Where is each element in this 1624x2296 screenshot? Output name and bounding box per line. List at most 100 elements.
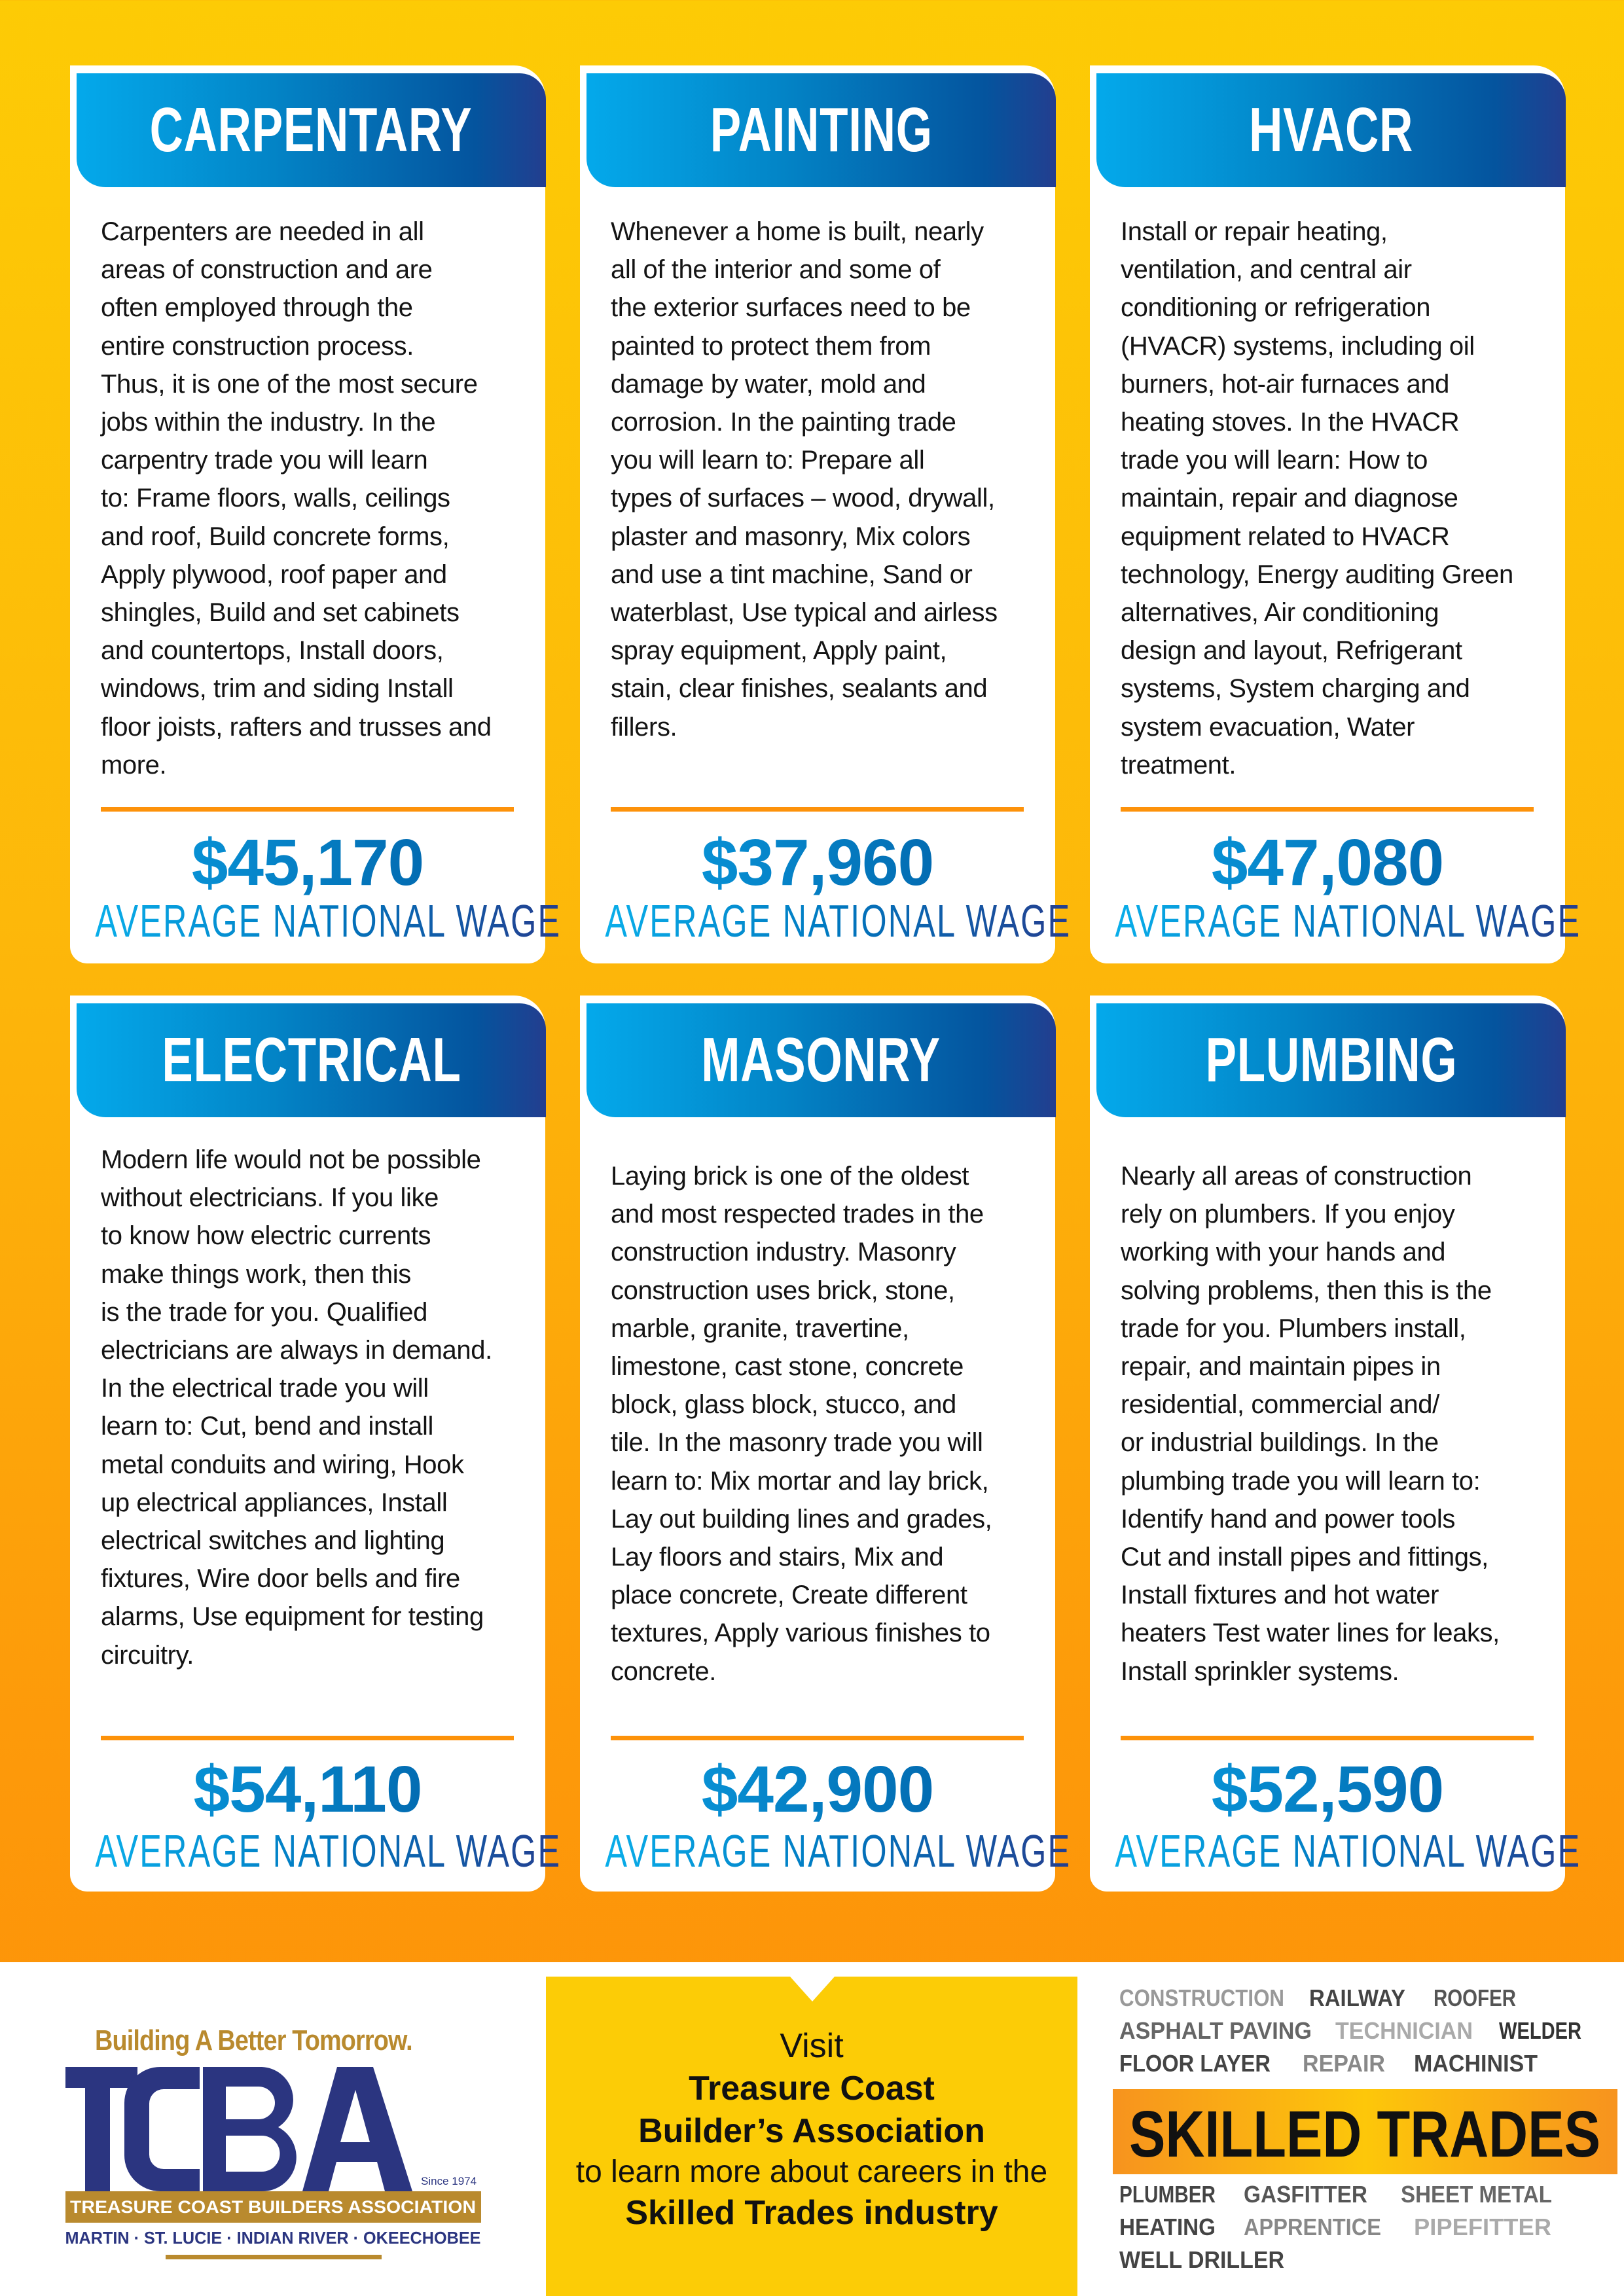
- description-line: heating stoves. In the HVACR: [1121, 408, 1460, 437]
- description-line: Lay out building lines and grades,: [611, 1504, 992, 1534]
- visit-line: Visit: [780, 2027, 844, 2065]
- description-line: conditioning or refrigeration: [1121, 293, 1431, 323]
- description-line: Apply plywood, roof paper and: [101, 560, 447, 589]
- description-line: jobs within the industry. In the: [101, 408, 436, 437]
- wage-label-wrap: AVERAGE NATIONAL WAGE: [514, 1828, 1121, 1874]
- description-line: up electrical appliances, Install: [101, 1488, 448, 1517]
- description-line: learn to: Mix mortar and lay brick,: [611, 1466, 989, 1496]
- description-line: In the electrical trade you will: [101, 1374, 429, 1403]
- description-line: and roof, Build concrete forms,: [101, 522, 450, 551]
- cloud-word: FLOOR LAYER: [1119, 2050, 1271, 2077]
- card-header: PAINTING: [586, 73, 1056, 187]
- description-line: the exterior surfaces need to be: [611, 293, 971, 323]
- cloud-word: PLUMBER: [1119, 2181, 1216, 2208]
- wage-label: AVERAGE NATIONAL WAGE: [95, 1825, 562, 1876]
- cloud-word: PIPEFITTER: [1414, 2214, 1551, 2240]
- association-name: TREASURE COAST BUILDERS ASSOCIATION: [70, 2197, 476, 2217]
- description-line: more.: [101, 750, 167, 780]
- orange-divider: [611, 807, 1024, 812]
- wage-label-wrap: AVERAGE NATIONAL WAGE: [1024, 1828, 1624, 1874]
- description-line: ventilation, and central air: [1121, 255, 1412, 285]
- description-line: fillers.: [611, 712, 677, 742]
- card-header: ELECTRICAL: [77, 1003, 546, 1117]
- description-line: areas of construction and are: [101, 255, 433, 285]
- description-line: Modern life would not be possible: [101, 1145, 481, 1174]
- cloud-word: RAILWAY: [1309, 1984, 1405, 2011]
- description-line: windows, trim and siding Install: [101, 674, 454, 704]
- orange-divider: [101, 1736, 514, 1740]
- cloud-word: TECHNICIAN: [1335, 2017, 1473, 2044]
- trade-card-masonry: MASONRY Laying brick is one of the oldest…: [580, 996, 1070, 1892]
- banner-text: SKILLED TRADES: [1129, 2098, 1600, 2171]
- cloud-word: CONSTRUCTION: [1119, 1984, 1284, 2011]
- wage-label: AVERAGE NATIONAL WAGE: [95, 895, 562, 946]
- trade-card-painting: PAINTING Whenever a home is built, nearly…: [580, 65, 1070, 963]
- cloud-word: WELDER: [1499, 2017, 1581, 2044]
- description-line: without electricians. If you like: [101, 1183, 439, 1213]
- card-title: ELECTRICAL: [161, 1025, 461, 1095]
- description-line: shingles, Build and set cabinets: [101, 598, 460, 628]
- card-title: PLUMBING: [1205, 1025, 1457, 1095]
- description-line: Install fixtures and hot water: [1121, 1581, 1439, 1610]
- description-line: all of the interior and some of: [611, 255, 941, 285]
- description-line: carpentry trade you will learn: [101, 446, 428, 475]
- logo-tagline: Building A Better Tomorrow.: [95, 2024, 413, 2056]
- wage-label-wrap: AVERAGE NATIONAL WAGE: [1024, 898, 1624, 944]
- description-line: painted to protect them from: [611, 331, 931, 361]
- description-line: and most respected trades in the: [611, 1200, 984, 1229]
- description-line: damage by water, mold and: [611, 369, 926, 399]
- description-line: place concrete, Create different: [611, 1581, 967, 1610]
- trade-card-hvacr: HVACR Install or repair heating, ventilati…: [1090, 65, 1579, 963]
- wage-amount: $42,900: [580, 1757, 1055, 1822]
- card-header: PLUMBING: [1096, 1003, 1566, 1117]
- wage-amount: $47,080: [1090, 830, 1565, 895]
- description-line: alarms, Use equipment for testing: [101, 1602, 484, 1632]
- description-line: trade you will learn: How to: [1121, 446, 1428, 475]
- description-line: plumbing trade you will learn to:: [1121, 1466, 1481, 1496]
- description-line: heaters Test water lines for leaks,: [1121, 1619, 1500, 1648]
- card-description: Laying brick is one of the oldest and mos…: [611, 1157, 1042, 1691]
- description-line: alternatives, Air conditioning: [1121, 598, 1439, 628]
- description-line: or industrial buildings. In the: [1121, 1428, 1439, 1458]
- wage-label-wrap: AVERAGE NATIONAL WAGE: [514, 898, 1121, 944]
- card-title: HVACR: [1248, 95, 1414, 165]
- skilled-trades-banner: SKILLED TRADES: [1113, 2089, 1617, 2174]
- description-line: circuitry.: [101, 1640, 194, 1670]
- card-title: PAINTING: [710, 95, 933, 165]
- orange-divider: [1121, 807, 1534, 812]
- description-line: system evacuation, Water: [1121, 712, 1415, 742]
- description-line: fixtures, Wire door bells and fire: [101, 1564, 460, 1594]
- learn-more-line: to learn more about careers in the: [575, 2155, 1048, 2189]
- cloud-word: GASFITTER: [1244, 2181, 1367, 2208]
- description-line: trade for you. Plumbers install,: [1121, 1314, 1466, 1343]
- wage-amount: $52,590: [1090, 1757, 1565, 1822]
- orange-divider: [1121, 1736, 1534, 1740]
- orange-divider: [101, 807, 514, 812]
- description-line: marble, granite, travertine,: [611, 1314, 909, 1343]
- description-line: repair, and maintain pipes in: [1121, 1352, 1441, 1382]
- description-line: waterblast, Use typical and airless: [611, 598, 998, 628]
- description-line: electrical switches and lighting: [101, 1526, 445, 1556]
- wage-amount: $54,110: [70, 1757, 545, 1822]
- description-line: maintain, repair and diagnose: [1121, 484, 1458, 513]
- description-line: Identify hand and power tools: [1121, 1504, 1455, 1534]
- description-line: spray equipment, Apply paint,: [611, 636, 947, 666]
- cloud-word: REPAIR: [1303, 2050, 1385, 2077]
- description-line: floor joists, rafters and trusses and: [101, 712, 492, 742]
- description-line: learn to: Cut, bend and install: [101, 1412, 433, 1441]
- association-line-2: Builder’s Association: [638, 2112, 985, 2150]
- description-line: treatment.: [1121, 750, 1236, 780]
- trade-card-plumbing: PLUMBING Nearly all areas of construction…: [1090, 996, 1579, 1892]
- description-line: residential, commercial and/: [1121, 1390, 1439, 1420]
- description-line: rely on plumbers. If you enjoy: [1121, 1200, 1455, 1229]
- wage-label: AVERAGE NATIONAL WAGE: [1115, 1825, 1581, 1876]
- description-line: and use a tint machine, Sand or: [611, 560, 973, 589]
- cloud-word: ASPHALT PAVING: [1119, 2017, 1312, 2044]
- card-description: Install or repair heating, ventilation, a…: [1121, 213, 1552, 784]
- description-line: corrosion. In the painting trade: [611, 408, 956, 437]
- description-line: concrete.: [611, 1657, 716, 1686]
- association-line-1: Treasure Coast: [689, 2070, 935, 2108]
- trade-card-electrical: ELECTRICAL Modern life would not be possi…: [70, 996, 560, 1892]
- description-line: Nearly all areas of construction: [1121, 1162, 1472, 1191]
- trade-card-carpentary: CARPENTARY Carpenters are needed in all ar…: [70, 65, 560, 963]
